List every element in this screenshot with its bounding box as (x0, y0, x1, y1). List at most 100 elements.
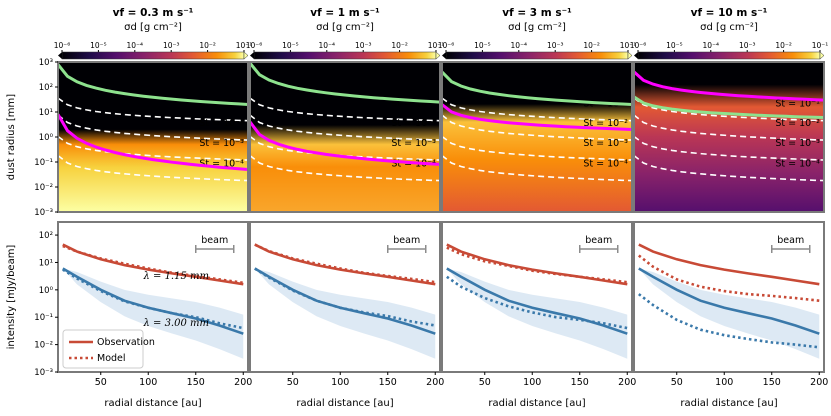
x-tick-label: 50 (479, 377, 491, 388)
panel-title: vf = 3 m s⁻¹ (502, 7, 572, 19)
uncertainty-band (62, 268, 244, 359)
colorbar-tick-label: 10⁻³ (355, 41, 372, 50)
observation-line-1.15mm (638, 243, 820, 286)
beam-label: beam (201, 235, 228, 246)
stokes-label: St = 10⁻³ (391, 138, 436, 149)
wavelength-label-3.00mm: λ = 3.00 mm (143, 318, 209, 329)
heatmap-field (634, 62, 824, 212)
model-line-1.15mm (62, 244, 244, 285)
legend-box (62, 329, 144, 369)
heatmap-panel: St = 10⁻¹St = 10⁻²St = 10⁻³St = 10⁻⁴ (248, 61, 441, 213)
model-line-1.15mm (446, 246, 628, 284)
colorbar-tick-label: 10⁻⁴ (127, 41, 144, 50)
x-tick-label: 50 (287, 377, 299, 388)
x-axis-label: radial distance [au] (680, 398, 777, 409)
intensity-frame (57, 221, 249, 373)
y-tick-label: 10⁰ (39, 286, 54, 296)
fragmentation-limit-line (56, 113, 249, 171)
colorbar (253, 51, 437, 60)
panel-0: vf = 0.3 m s⁻¹ σd [g cm⁻²] 10⁻⁶ 10⁻⁵ 10⁻⁴ 10⁻… (54, 7, 253, 409)
y-tick-label: 10¹ (39, 108, 53, 118)
y-tick-label: 10⁻¹ (34, 158, 53, 168)
colorbar-extend-high (243, 51, 249, 60)
x-tick-label: 100 (523, 377, 541, 388)
colorbar-tick-label: 10⁻⁵ (282, 41, 299, 50)
legend-observation-label: Observation (97, 337, 155, 348)
intensity-panel: beam (633, 221, 825, 373)
intensity-panel: beam (441, 221, 633, 373)
panel-3: vf = 10 m s⁻¹ σd [g cm⁻²] 10⁻⁶ 10⁻⁵ 10⁻⁴ 10⁻³… (630, 7, 829, 409)
drift-limit-line (248, 62, 441, 104)
stokes-label: St = 10⁻⁴ (199, 159, 244, 170)
beam-label: beam (585, 235, 612, 246)
stokes-line (633, 97, 825, 122)
stokes-label: St = 10⁻² (583, 118, 628, 129)
colorbar-extend-high (819, 51, 825, 60)
colorbar-tick-label: 10⁻⁵ (90, 41, 107, 50)
x-tick-label: 100 (139, 377, 157, 388)
stokes-line (441, 97, 633, 122)
stokes-label: St = 10⁻² (199, 118, 244, 129)
colorbar-extend-low (58, 52, 62, 59)
y-tick-label: 10⁰ (39, 133, 54, 143)
stokes-line (57, 154, 249, 182)
x-tick-label: 200 (426, 377, 444, 388)
observation-line-3.00mm (446, 267, 628, 335)
heatmap-frame (633, 61, 825, 213)
x-axis-label: radial distance [au] (296, 398, 393, 409)
stokes-label: St = 10⁻² (391, 118, 436, 129)
colorbar-tick-label: 10⁻¹ (812, 41, 829, 50)
intensity-frame (633, 221, 825, 373)
beam-label: beam (393, 235, 420, 246)
stokes-line (633, 114, 825, 141)
uncertainty-band (638, 268, 820, 359)
x-tick-label: 150 (187, 377, 205, 388)
panel-title: vf = 0.3 m s⁻¹ (113, 7, 194, 19)
heatmap-frame (249, 61, 441, 213)
panel-2: vf = 3 m s⁻¹ σd [g cm⁻²] 10⁻⁶ 10⁻⁵ 10⁻⁴ 10⁻³ 1… (438, 7, 637, 409)
stokes-label: St = 10⁻³ (199, 138, 244, 149)
colorbar-tick-label: 10⁻⁶ (246, 41, 263, 50)
colorbar-tick-label: 10⁻³ (163, 41, 180, 50)
stokes-label: St = 10⁻⁴ (775, 159, 820, 170)
colorbar-label: σd [g cm⁻²] (124, 22, 182, 33)
model-line-1.15mm (637, 254, 820, 302)
stokes-label: St = 10⁻² (775, 118, 820, 129)
x-tick-label: 150 (763, 377, 781, 388)
model-line-3.00mm (62, 268, 244, 330)
heatmap-panel: St = 10⁻¹St = 10⁻²St = 10⁻³St = 10⁻⁴ (440, 61, 633, 213)
colorbar (61, 51, 245, 60)
colorbar-tick-label: 10⁻¹ (428, 41, 445, 50)
drift-limit-line (440, 70, 633, 106)
panel-title: vf = 10 m s⁻¹ (691, 7, 768, 19)
x-tick-label: 150 (571, 377, 589, 388)
panel-1: vf = 1 m s⁻¹ σd [g cm⁻²] 10⁻⁶ 10⁻⁵ 10⁻⁴ 10⁻³ 1… (246, 7, 445, 409)
colorbar-label: σd [g cm⁻²] (700, 22, 758, 33)
colorbar-tick-label: 10⁻⁶ (54, 41, 71, 50)
colorbar-extend-low (250, 52, 254, 59)
x-tick-label: 200 (618, 377, 636, 388)
colorbar-extend-low (634, 52, 638, 59)
x-tick-label: 50 (671, 377, 683, 388)
y-tick-label: 10³ (39, 58, 53, 68)
fragmentation-limit-line (248, 120, 441, 166)
model-line-3.00mm (254, 267, 436, 327)
stokes-line (441, 135, 633, 161)
y-tick-label: 10⁻¹ (34, 313, 53, 323)
colorbar-tick-label: 10⁻⁵ (666, 41, 683, 50)
colorbar-extend-high (627, 51, 633, 60)
colorbar-tick-label: 10⁻¹ (620, 41, 637, 50)
colorbar-label: σd [g cm⁻²] (316, 22, 374, 33)
x-tick-label: 100 (715, 377, 733, 388)
x-tick-label: 200 (810, 377, 828, 388)
x-tick-label: 50 (95, 377, 107, 388)
y-tick-label: 10⁻² (34, 341, 53, 351)
uncertainty-band (254, 268, 436, 359)
drift-limit-line (633, 95, 825, 119)
colorbar-tick-label: 10⁻⁴ (703, 41, 720, 50)
colorbar-tick-label: 10⁻² (583, 41, 600, 50)
y-tick-label: 10⁻³ (34, 208, 53, 218)
stokes-label: St = 10⁻³ (775, 138, 820, 149)
intensity-frame (441, 221, 633, 373)
legend: Observation Model (62, 329, 155, 369)
